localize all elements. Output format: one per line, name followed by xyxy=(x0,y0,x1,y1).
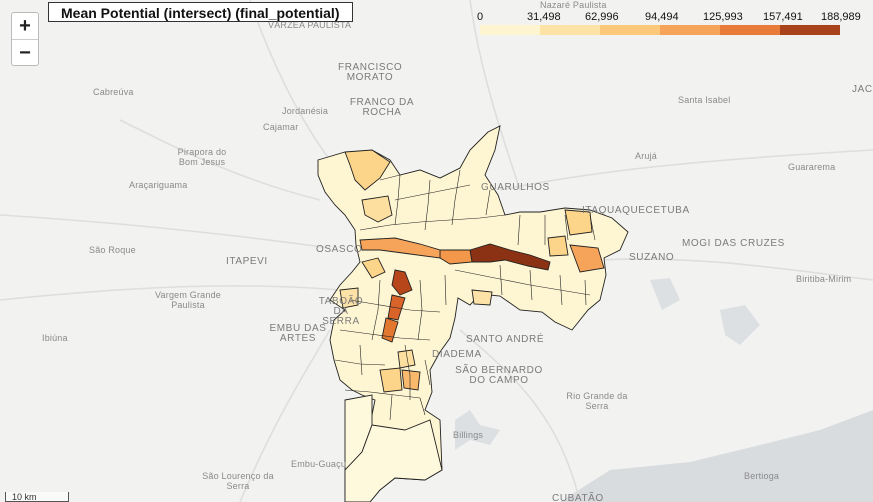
corridor-west xyxy=(359,237,441,259)
place-label: MOGI DAS CRUZES xyxy=(682,238,785,249)
corridor-south-1 xyxy=(391,269,413,296)
legend-tick: 62,996 xyxy=(585,11,619,23)
zoom-control: + − xyxy=(11,12,39,66)
legend-color-segment xyxy=(780,25,840,35)
reservoir xyxy=(720,305,760,345)
place-label: GUARULHOS xyxy=(481,182,550,193)
legend-tick: 125,993 xyxy=(703,11,743,23)
place-label: SUZANO xyxy=(629,252,675,263)
choropleth-layer xyxy=(317,125,629,502)
place-label: Araçariguama xyxy=(129,180,188,190)
region-south-mid3 xyxy=(401,369,421,391)
legend-tick: 188,989 xyxy=(821,11,861,23)
place-label: Embu-Guaçu xyxy=(291,459,347,469)
place-label: São Lourenço da Serra xyxy=(202,471,274,491)
place-label: CUBATÃO xyxy=(552,493,604,502)
place-label: Billings xyxy=(453,430,484,440)
place-label: Cajamar xyxy=(263,122,299,132)
place-label: TABOÃO DA SERRA xyxy=(318,296,364,327)
place-label: Ibiúna xyxy=(42,333,68,343)
place-label: ITAPEVI xyxy=(226,256,268,267)
place-label: São Roque xyxy=(89,245,136,255)
place-label: SÃO BERNARDO DO CAMPO xyxy=(455,365,543,386)
region-south-mid xyxy=(379,367,403,393)
region-south-2 xyxy=(344,419,443,502)
place-label: Santa Isabel xyxy=(678,95,731,105)
place-label: FRANCISCO MORATO xyxy=(338,62,403,83)
place-label: Jordanésia xyxy=(282,106,329,116)
place-label: OSASCO xyxy=(316,244,363,255)
sea-area xyxy=(560,410,873,502)
place-label: Biritiba-Mirim xyxy=(796,274,852,284)
region-guarulhos-mid xyxy=(564,209,593,236)
place-label: Vargem Grande Paulista xyxy=(155,290,221,310)
place-label: Cabreúva xyxy=(93,87,134,97)
color-legend: 0 31,498 62,996 94,494 125,993 157,491 1… xyxy=(475,10,861,36)
place-label: Guararema xyxy=(788,162,836,172)
region-southeast-mid xyxy=(471,289,493,306)
zoom-out-button[interactable]: − xyxy=(12,39,38,66)
legend-tick: 94,494 xyxy=(645,11,679,23)
legend-color-segment xyxy=(600,25,660,35)
place-label: Bertioga xyxy=(744,471,780,481)
region-east-mid2 xyxy=(547,235,569,257)
scale-bar: 10 km xyxy=(5,492,69,502)
place-label: SANTO ANDRÉ xyxy=(466,334,545,345)
place-label: EMBU DAS ARTES xyxy=(269,323,327,344)
legend-tick: 0 xyxy=(477,11,484,23)
region-north-high xyxy=(344,149,391,191)
region-west-mid xyxy=(361,257,386,279)
place-label: FRANCO DA ROCHA xyxy=(349,97,415,118)
zoom-in-button[interactable]: + xyxy=(19,15,31,37)
legend-color-segment xyxy=(480,25,540,35)
region-north-mid xyxy=(361,195,393,223)
legend-color-segment xyxy=(720,25,780,35)
place-label: Rio Grande da Serra xyxy=(566,391,628,411)
map-title-box: Mean Potential (intersect) (final_potent… xyxy=(48,2,353,22)
place-label: ITAQUAQUECETUBA xyxy=(582,205,690,216)
place-label: JACAREÍ xyxy=(852,84,873,95)
legend-color-segment xyxy=(540,25,600,35)
corridor-east xyxy=(469,243,551,271)
billings-reservoir xyxy=(455,410,500,450)
region-west-mid2 xyxy=(339,287,359,309)
region-east-mid xyxy=(569,244,605,273)
region-south-mid2 xyxy=(397,349,416,369)
place-label: DIADEMA xyxy=(432,349,482,360)
district-grid xyxy=(334,167,596,421)
map-title: Mean Potential (intersect) (final_potent… xyxy=(61,5,340,21)
place-label: Arujá xyxy=(635,151,658,161)
reservoir xyxy=(650,278,680,310)
scale-label: 10 km xyxy=(12,492,37,502)
legend-tick: 31,498 xyxy=(527,11,561,23)
legend-color-segment xyxy=(660,25,720,35)
place-label: VÁRZEA PAULISTA xyxy=(268,20,352,30)
legend-tick: 157,491 xyxy=(763,11,803,23)
legend-color-bar xyxy=(480,25,840,35)
place-label: Pirapora do Bom Jesus xyxy=(177,147,227,167)
place-label: Nazaré Paulista xyxy=(540,0,607,10)
